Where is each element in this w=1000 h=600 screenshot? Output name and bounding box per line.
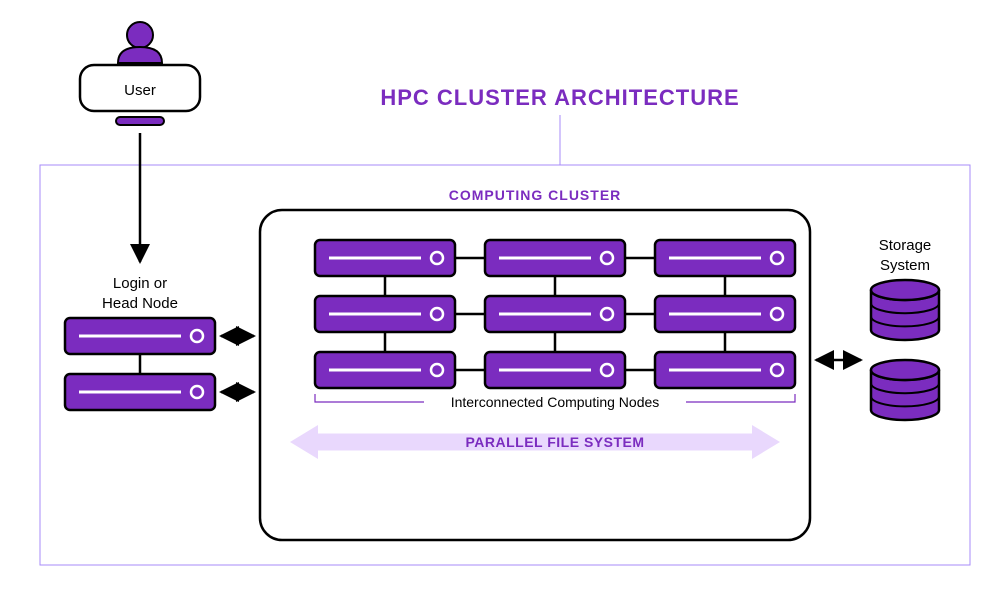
parallel-filesystem-label: PARALLEL FILE SYSTEM	[465, 434, 644, 450]
computing-nodes-grid	[315, 240, 795, 388]
storage-label-2: System	[880, 257, 930, 274]
nodes-bracket-right	[686, 394, 795, 402]
nodes-bracket-left	[315, 394, 424, 402]
storage-disk-2	[871, 360, 939, 420]
head-node-server-1	[65, 318, 215, 354]
storage-label-1: Storage	[879, 237, 932, 254]
compute-node-2-2	[655, 352, 795, 388]
compute-node-2-1	[485, 352, 625, 388]
head-node-server-2	[65, 374, 215, 410]
compute-node-0-2	[655, 240, 795, 276]
compute-node-2-0	[315, 352, 455, 388]
head-node-label-2: Head Node	[102, 295, 178, 312]
compute-node-1-2	[655, 296, 795, 332]
user-label: User	[124, 82, 156, 99]
diagram-title: HPC CLUSTER ARCHITECTURE	[380, 85, 739, 110]
compute-node-0-1	[485, 240, 625, 276]
compute-node-0-0	[315, 240, 455, 276]
compute-node-1-0	[315, 296, 455, 332]
storage-disk-1	[871, 280, 939, 340]
user-icon: User	[80, 22, 200, 125]
compute-node-1-1	[485, 296, 625, 332]
head-node-label-1: Login or	[113, 275, 167, 292]
nodes-label: Interconnected Computing Nodes	[451, 394, 660, 410]
computing-cluster-heading: COMPUTING CLUSTER	[449, 187, 622, 203]
